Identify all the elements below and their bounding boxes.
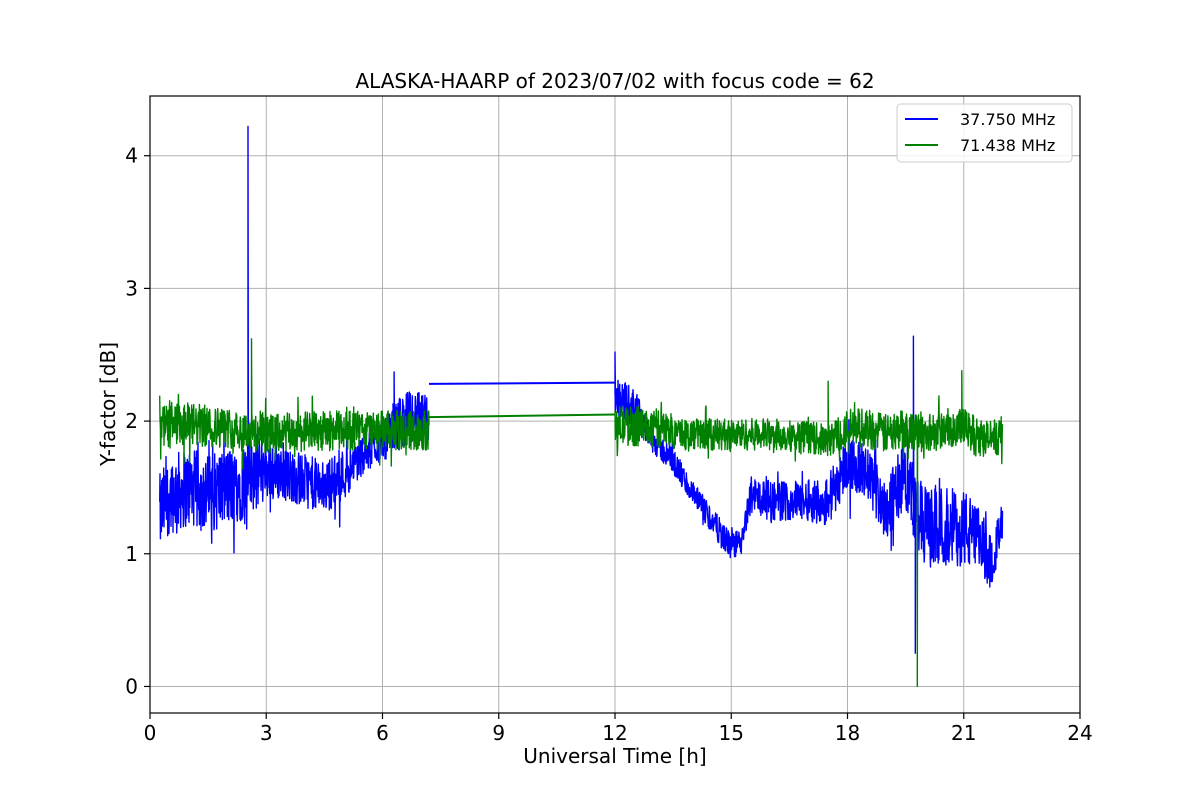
series-line-segment <box>159 125 430 554</box>
x-tick-label: 0 <box>144 721 157 745</box>
x-tick-label: 12 <box>602 721 627 745</box>
x-tick-label: 9 <box>492 721 505 745</box>
series-line-segment <box>428 381 616 385</box>
x-tick-label: 21 <box>951 721 976 745</box>
y-tick-label: 1 <box>125 542 138 566</box>
series-line-segment <box>159 338 430 470</box>
legend-label-37750: 37.750 MHz <box>960 110 1055 129</box>
series-line-segment <box>614 335 1004 654</box>
y-tick-label: 4 <box>125 144 138 168</box>
x-tick-label: 3 <box>260 721 273 745</box>
x-tick-label: 15 <box>719 721 744 745</box>
x-tick-label: 6 <box>376 721 389 745</box>
legend-label-71438: 71.438 MHz <box>960 136 1055 155</box>
series-line-segment <box>614 370 1004 688</box>
y-axis-label: Y-factor [dB] <box>96 342 120 467</box>
legend: 37.750 MHz 71.438 MHz <box>896 103 1073 163</box>
x-tick-label: 18 <box>835 721 860 745</box>
y-tick-label: 0 <box>125 674 138 698</box>
x-axis-label: Universal Time [h] <box>523 744 706 768</box>
y-tick-label: 2 <box>125 409 138 433</box>
legend-box <box>896 103 1073 163</box>
y-tick-label: 3 <box>125 276 138 300</box>
plot-series <box>159 125 1004 688</box>
series-37-750-mhz <box>159 125 1004 654</box>
series-line-segment <box>428 413 616 419</box>
series-71-438-mhz <box>159 338 1004 688</box>
chart-title: ALASKA-HAARP of 2023/07/02 with focus co… <box>355 69 874 93</box>
x-tick-label: 24 <box>1067 721 1092 745</box>
